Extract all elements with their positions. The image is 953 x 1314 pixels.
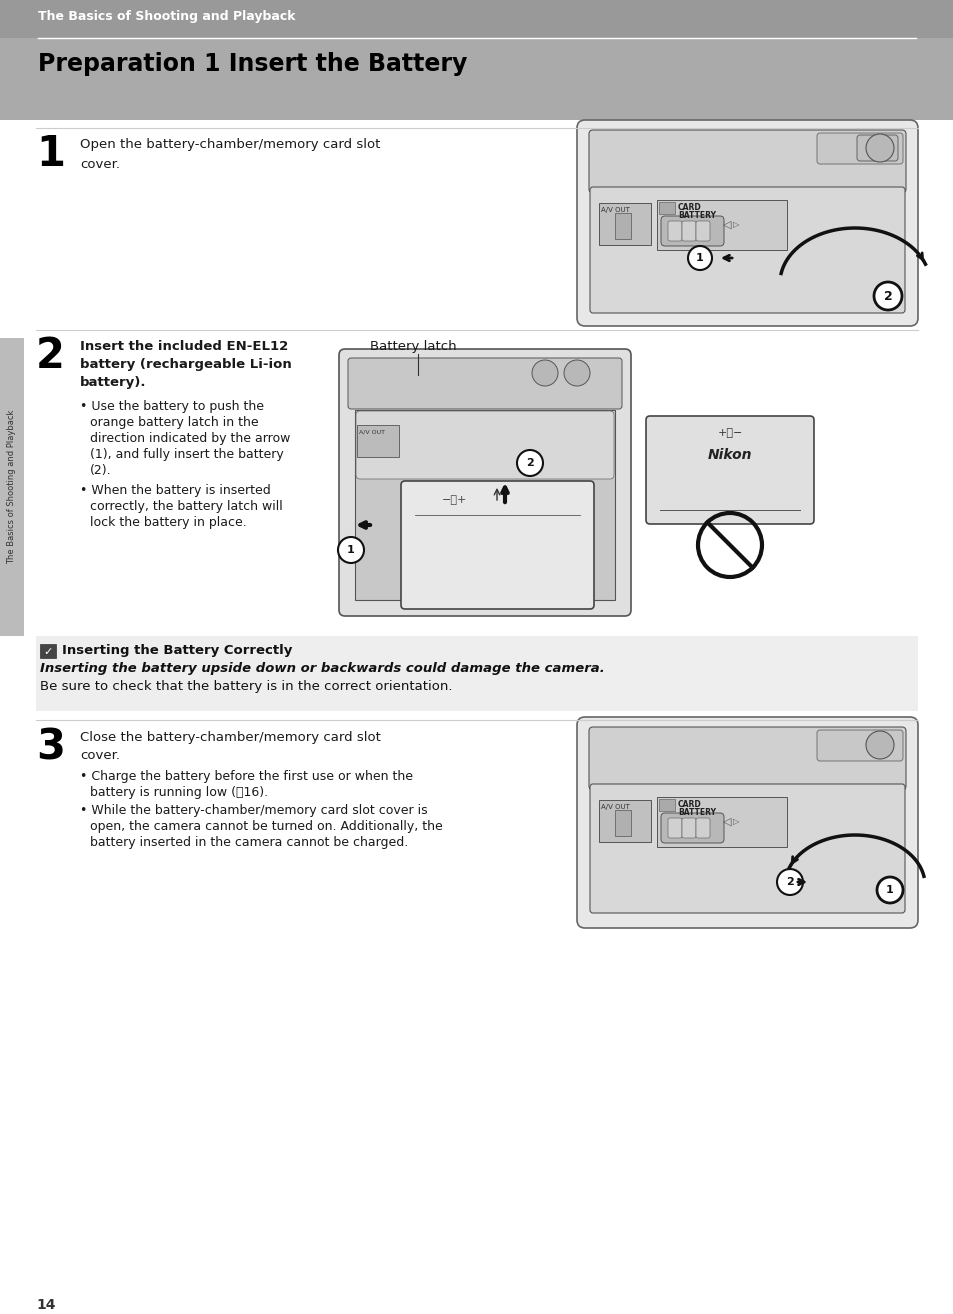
Text: battery).: battery). — [80, 376, 147, 389]
Circle shape — [517, 449, 542, 476]
FancyBboxPatch shape — [681, 221, 696, 240]
Text: 1: 1 — [885, 886, 893, 895]
Text: Be sure to check that the battery is in the correct orientation.: Be sure to check that the battery is in … — [40, 681, 452, 692]
Text: • When the battery is inserted: • When the battery is inserted — [80, 484, 271, 497]
Text: +Ⓣ−: +Ⓣ− — [717, 428, 741, 438]
Text: (1), and fully insert the battery: (1), and fully insert the battery — [90, 448, 283, 461]
Text: 1: 1 — [696, 254, 703, 263]
Text: (2).: (2). — [90, 464, 112, 477]
Text: A/V OUT: A/V OUT — [600, 208, 629, 213]
Text: The Basics of Shooting and Playback: The Basics of Shooting and Playback — [8, 410, 16, 564]
Bar — [657, 798, 786, 848]
Bar — [659, 799, 675, 811]
FancyBboxPatch shape — [577, 120, 917, 326]
Text: battery (rechargeable Li-ion: battery (rechargeable Li-ion — [80, 357, 292, 371]
FancyBboxPatch shape — [696, 221, 709, 240]
Text: Preparation 1 Insert the Battery: Preparation 1 Insert the Battery — [38, 53, 467, 76]
FancyBboxPatch shape — [645, 417, 813, 524]
Circle shape — [532, 360, 558, 386]
Text: Nikon: Nikon — [707, 448, 752, 463]
FancyBboxPatch shape — [667, 221, 681, 240]
Bar — [0, 0, 953, 38]
Text: ▷: ▷ — [732, 219, 739, 229]
Bar — [40, 644, 56, 658]
Text: battery is running low (ᄑ16).: battery is running low (ᄑ16). — [90, 786, 268, 799]
Bar — [615, 213, 630, 239]
Text: −Ⓣ+: −Ⓣ+ — [442, 495, 467, 505]
Circle shape — [865, 134, 893, 162]
FancyBboxPatch shape — [696, 819, 709, 838]
Text: ◁: ◁ — [722, 817, 731, 827]
Bar — [36, 636, 917, 711]
FancyBboxPatch shape — [589, 784, 904, 913]
Text: • Use the battery to push the: • Use the battery to push the — [80, 399, 264, 413]
FancyBboxPatch shape — [660, 215, 723, 246]
Bar — [0, 38, 953, 120]
Text: cover.: cover. — [80, 749, 120, 762]
FancyBboxPatch shape — [338, 350, 630, 616]
Bar — [355, 410, 615, 600]
Text: Open the battery-chamber/memory card slot: Open the battery-chamber/memory card slo… — [80, 138, 380, 151]
Text: 3: 3 — [36, 727, 65, 767]
Text: correctly, the battery latch will: correctly, the battery latch will — [90, 501, 282, 512]
Circle shape — [337, 537, 364, 562]
Circle shape — [776, 869, 802, 895]
Text: 2: 2 — [525, 459, 534, 468]
Circle shape — [687, 246, 711, 269]
Text: Inserting the battery upside down or backwards could damage the camera.: Inserting the battery upside down or bac… — [40, 662, 604, 675]
Text: open, the camera cannot be turned on. Additionally, the: open, the camera cannot be turned on. Ad… — [90, 820, 442, 833]
Text: 14: 14 — [36, 1298, 55, 1311]
Text: • Charge the battery before the first use or when the: • Charge the battery before the first us… — [80, 770, 413, 783]
Text: 2: 2 — [882, 289, 891, 302]
Text: A/V OUT: A/V OUT — [600, 804, 629, 809]
Text: Battery latch: Battery latch — [370, 340, 456, 353]
Bar — [615, 809, 630, 836]
Circle shape — [876, 876, 902, 903]
FancyBboxPatch shape — [660, 813, 723, 844]
FancyBboxPatch shape — [348, 357, 621, 409]
FancyBboxPatch shape — [355, 411, 614, 480]
FancyBboxPatch shape — [577, 717, 917, 928]
Text: direction indicated by the arrow: direction indicated by the arrow — [90, 432, 290, 445]
Bar — [659, 202, 675, 214]
Text: A/V OUT: A/V OUT — [358, 428, 385, 434]
Text: BATTERY: BATTERY — [678, 212, 716, 219]
FancyBboxPatch shape — [588, 727, 905, 790]
Text: battery inserted in the camera cannot be charged.: battery inserted in the camera cannot be… — [90, 836, 408, 849]
Text: 2: 2 — [785, 876, 793, 887]
FancyBboxPatch shape — [667, 819, 681, 838]
Text: cover.: cover. — [80, 158, 120, 171]
Circle shape — [865, 731, 893, 759]
FancyBboxPatch shape — [816, 731, 902, 761]
Text: Insert the included EN-EL12: Insert the included EN-EL12 — [80, 340, 288, 353]
Text: ▷: ▷ — [732, 817, 739, 827]
Text: Inserting the Battery Correctly: Inserting the Battery Correctly — [62, 644, 292, 657]
Text: The Basics of Shooting and Playback: The Basics of Shooting and Playback — [38, 11, 295, 24]
Text: CARD: CARD — [678, 800, 701, 809]
FancyBboxPatch shape — [681, 819, 696, 838]
FancyBboxPatch shape — [856, 135, 897, 162]
FancyBboxPatch shape — [816, 133, 902, 164]
Circle shape — [563, 360, 589, 386]
Text: ◁: ◁ — [722, 219, 731, 230]
Text: Close the battery-chamber/memory card slot: Close the battery-chamber/memory card sl… — [80, 731, 380, 744]
Bar — [598, 800, 650, 842]
Text: lock the battery in place.: lock the battery in place. — [90, 516, 247, 530]
FancyBboxPatch shape — [589, 187, 904, 313]
Circle shape — [873, 283, 901, 310]
Text: orange battery latch in the: orange battery latch in the — [90, 417, 258, 428]
FancyBboxPatch shape — [400, 481, 594, 608]
Text: ✓: ✓ — [43, 646, 52, 657]
Text: CARD: CARD — [678, 202, 701, 212]
Bar — [657, 200, 786, 250]
Text: • While the battery-chamber/memory card slot cover is: • While the battery-chamber/memory card … — [80, 804, 427, 817]
FancyBboxPatch shape — [588, 130, 905, 193]
Bar — [0, 338, 24, 636]
Text: 2: 2 — [36, 335, 65, 377]
Text: 1: 1 — [36, 133, 65, 175]
Text: BATTERY: BATTERY — [678, 808, 716, 817]
Bar — [356, 424, 398, 457]
Bar — [598, 202, 650, 244]
Text: 1: 1 — [347, 545, 355, 555]
